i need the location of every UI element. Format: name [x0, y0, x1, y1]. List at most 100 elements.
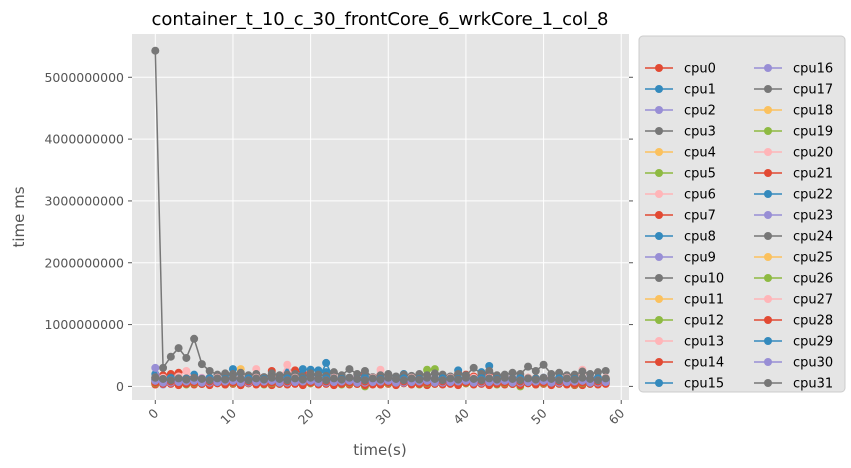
data-point-cpu31: [298, 375, 307, 384]
legend-item-cpu23: cpu23: [754, 209, 833, 224]
legend-item-cpu20: cpu20: [754, 146, 833, 161]
data-point-cpu17: [205, 366, 214, 375]
y-tick-label: 3000000000: [44, 193, 124, 208]
data-point-cpu31: [562, 374, 571, 383]
y-tick-label: 2000000000: [44, 255, 124, 270]
data-point-cpu31: [508, 374, 517, 383]
data-point-cpu17: [469, 363, 478, 372]
plot-area: [132, 34, 629, 400]
data-point-cpu31: [492, 375, 501, 384]
legend-marker: [764, 211, 772, 219]
legend-marker: [655, 232, 663, 240]
data-point-cpu31: [454, 375, 463, 384]
data-point-cpu31: [345, 373, 354, 382]
data-point-cpu31: [151, 373, 160, 382]
data-point-cpu31: [174, 374, 183, 383]
data-point-cpu6: [283, 360, 292, 369]
data-point-cpu31: [159, 374, 168, 383]
legend-marker: [764, 85, 772, 93]
data-point-cpu31: [586, 374, 595, 383]
legend-marker: [764, 379, 772, 387]
data-point-cpu17: [593, 368, 602, 377]
y-tick-label: 4000000000: [44, 132, 124, 147]
legend-label: cpu23: [793, 209, 833, 224]
data-point-cpu31: [337, 375, 346, 384]
legend-label: cpu13: [684, 335, 724, 350]
legend-marker: [655, 85, 663, 93]
legend-marker: [764, 64, 772, 72]
data-point-cpu17: [345, 365, 354, 374]
data-point-cpu31: [283, 376, 292, 385]
legend-marker: [764, 169, 772, 177]
legend-marker: [655, 337, 663, 345]
data-point-cpu31: [407, 374, 416, 383]
data-point-cpu31: [244, 376, 253, 385]
legend-label: cpu2: [684, 104, 716, 119]
axis-ticks: 0 10 20 30 40 50 60010000000002000000000300000…: [44, 70, 633, 427]
legend-item-cpu14: cpu14: [645, 356, 724, 371]
data-point-cpu31: [267, 373, 276, 382]
series-layer: [151, 46, 610, 391]
data-point-cpu17: [190, 334, 199, 343]
legend-item-cpu17: cpu17: [754, 83, 833, 98]
gridlines: [132, 34, 629, 400]
legend-marker: [655, 379, 663, 387]
legend-item-cpu10: cpu10: [645, 272, 724, 287]
data-point-cpu31: [477, 376, 486, 385]
data-point-cpu31: [190, 373, 199, 382]
data-point-cpu31: [166, 376, 175, 385]
data-point-cpu31: [236, 374, 245, 383]
data-point-cpu31: [423, 373, 432, 382]
legend-label: cpu8: [684, 230, 716, 245]
data-point-cpu8: [298, 365, 307, 374]
legend-marker: [764, 358, 772, 366]
legend-item-cpu29: cpu29: [754, 335, 833, 350]
data-point-cpu17: [182, 353, 191, 362]
legend-marker: [655, 295, 663, 303]
legend-item-cpu25: cpu25: [754, 251, 833, 266]
legend-item-cpu5: cpu5: [645, 167, 716, 182]
legend-marker: [764, 232, 772, 240]
legend-item-cpu1: cpu1: [645, 83, 716, 98]
legend-item-cpu7: cpu7: [645, 209, 716, 224]
legend-label: cpu1: [684, 83, 716, 98]
data-point-cpu31: [197, 374, 206, 383]
data-point-cpu17: [197, 360, 206, 369]
data-point-cpu31: [438, 376, 447, 385]
data-point-cpu17: [236, 368, 245, 377]
legend-marker: [764, 253, 772, 261]
data-point-cpu17: [578, 367, 587, 376]
legend-item-cpu16: cpu16: [754, 62, 833, 77]
legend-label: cpu26: [793, 272, 833, 287]
legend-label: cpu20: [793, 146, 833, 161]
legend-item-cpu28: cpu28: [754, 314, 833, 329]
legend-marker: [655, 148, 663, 156]
legend-marker: [764, 295, 772, 303]
legend-label: cpu15: [684, 377, 724, 392]
data-point-cpu17: [485, 366, 494, 375]
legend-marker: [655, 316, 663, 324]
legend-label: cpu14: [684, 356, 724, 371]
legend-label: cpu3: [684, 125, 716, 140]
legend-label: cpu4: [684, 146, 716, 161]
data-point-cpu31: [593, 376, 602, 385]
legend-item-cpu13: cpu13: [645, 335, 724, 350]
legend-box: [638, 35, 846, 393]
data-point-cpu31: [555, 376, 564, 385]
data-point-cpu17: [159, 363, 168, 372]
data-point-cpu31: [260, 375, 269, 384]
data-point-cpu31: [353, 374, 362, 383]
data-point-cpu31: [415, 375, 424, 384]
data-point-cpu31: [547, 374, 556, 383]
legend-label: cpu5: [684, 167, 716, 182]
data-point-cpu6: [182, 366, 191, 375]
data-point-cpu31: [182, 375, 191, 384]
legend-item-cpu18: cpu18: [754, 104, 833, 119]
data-point-cpu17: [151, 46, 160, 55]
data-point-cpu31: [485, 374, 494, 383]
data-point-cpu17: [508, 368, 517, 377]
legend-label: cpu31: [793, 377, 833, 392]
legend-label: cpu17: [793, 83, 833, 98]
data-point-cpu6: [376, 365, 385, 374]
legend-item-cpu0: cpu0: [645, 62, 716, 77]
